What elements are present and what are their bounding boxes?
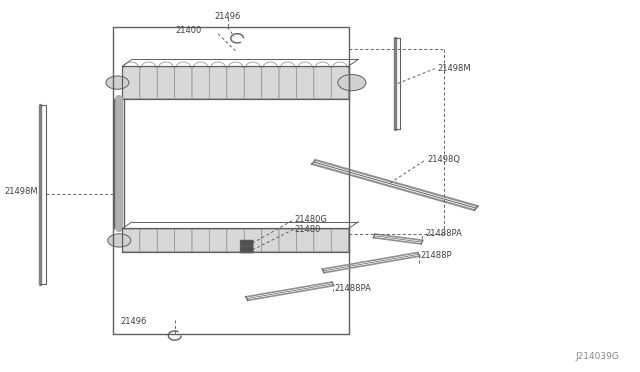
Text: 21496: 21496 xyxy=(214,12,241,21)
FancyBboxPatch shape xyxy=(244,229,262,252)
FancyBboxPatch shape xyxy=(227,229,244,252)
FancyBboxPatch shape xyxy=(314,229,332,252)
FancyBboxPatch shape xyxy=(262,67,279,99)
FancyBboxPatch shape xyxy=(175,67,192,99)
FancyBboxPatch shape xyxy=(244,67,262,99)
Text: 21498M: 21498M xyxy=(438,64,472,73)
Text: 21496: 21496 xyxy=(120,317,147,326)
Text: 21480: 21480 xyxy=(294,225,321,234)
FancyBboxPatch shape xyxy=(140,67,157,99)
FancyBboxPatch shape xyxy=(157,229,175,252)
Circle shape xyxy=(338,74,366,91)
FancyBboxPatch shape xyxy=(279,229,296,252)
Circle shape xyxy=(106,76,129,89)
FancyBboxPatch shape xyxy=(157,67,175,99)
Text: J214039G: J214039G xyxy=(575,352,620,361)
FancyBboxPatch shape xyxy=(192,67,209,99)
FancyBboxPatch shape xyxy=(122,67,140,99)
FancyBboxPatch shape xyxy=(209,67,227,99)
Text: 21498M: 21498M xyxy=(4,187,38,196)
FancyBboxPatch shape xyxy=(209,229,227,252)
Circle shape xyxy=(108,234,131,247)
FancyBboxPatch shape xyxy=(140,229,157,252)
FancyBboxPatch shape xyxy=(241,247,253,253)
Text: 21488PA: 21488PA xyxy=(334,284,371,293)
FancyBboxPatch shape xyxy=(314,67,332,99)
FancyBboxPatch shape xyxy=(241,240,253,246)
FancyBboxPatch shape xyxy=(192,229,209,252)
Text: 21498Q: 21498Q xyxy=(427,154,460,164)
FancyBboxPatch shape xyxy=(122,229,140,252)
FancyBboxPatch shape xyxy=(279,67,296,99)
Text: 21488PA: 21488PA xyxy=(425,230,462,238)
FancyBboxPatch shape xyxy=(262,229,279,252)
FancyBboxPatch shape xyxy=(332,67,349,99)
Text: 21480G: 21480G xyxy=(294,215,328,224)
Text: 21488P: 21488P xyxy=(420,251,452,260)
FancyBboxPatch shape xyxy=(296,67,314,99)
FancyBboxPatch shape xyxy=(227,67,244,99)
FancyBboxPatch shape xyxy=(332,229,349,252)
FancyBboxPatch shape xyxy=(175,229,192,252)
Text: 21400: 21400 xyxy=(176,26,202,35)
FancyBboxPatch shape xyxy=(296,229,314,252)
